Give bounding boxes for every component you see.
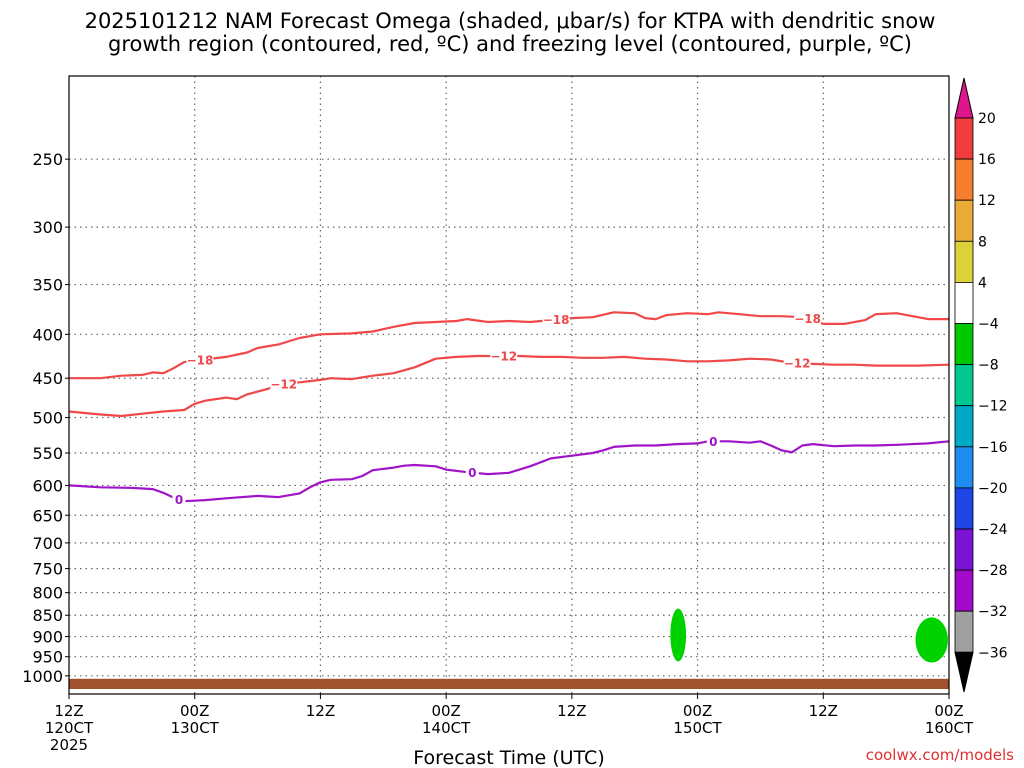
colorbar-label-9: −16 [978,440,1008,456]
contour-label-0-2: 0 [468,466,476,480]
x-tick-label-0-1: 12Z [54,702,83,720]
x-tick-label-60-1: 00Z [683,702,712,720]
x-tick-label-60-2: 150CT [673,719,722,737]
colorbar-swatch-4 [954,240,974,283]
omega-shaded-region-2 [915,617,948,663]
y-tick-label-600: 600 [32,476,63,495]
x-tick-label-12-2: 130CT [171,719,220,737]
colorbar-swatch-7 [954,364,974,407]
colorbar-label-8: −12 [978,399,1008,415]
colorbar: 20 16 12 8 4 −4 −8 −12 −16 −20 −24 −28 −32 −36 [954,77,1008,693]
y-tick-label-950: 950 [32,648,63,667]
plot-frame [68,75,950,695]
colorbar-label-6: −4 [978,317,999,333]
y-tick-label-900: 900 [32,628,63,647]
colorbar-label-10: −20 [978,481,1008,497]
y-tick-label-1000: 1000 [22,667,63,686]
chart-title-line1: 2025101212 NAM Forecast Omega (shaded, μ… [85,9,936,33]
contour-label-0-1: 0 [175,493,183,507]
contour-label-bg-0-2 [465,465,479,480]
x-axis-label: Forecast Time (UTC) [413,747,604,768]
plot-area: −18 −18 −18 −12 −12 −12 0 0 0 [68,75,950,695]
contour-label-bg--18-3 [794,311,822,326]
contour-label-0-3: 0 [709,435,717,449]
contour-label-bg-0-3 [706,434,720,449]
colorbar-label-7: −8 [978,358,999,374]
contour-label--12-3: −12 [784,357,811,371]
colorbar-label-3: 12 [978,193,996,209]
y-tick-label-300: 300 [32,218,63,237]
x-tick-label-84-1: 00Z [934,702,963,720]
y-tick-label-350: 350 [32,276,63,295]
colorbar-swatch-3 [954,199,974,242]
y-tick-label-850: 850 [32,606,63,625]
contour-label--12-1: −12 [270,378,297,392]
x-tick-label-84-2: 160CT [925,719,974,737]
contour-label--18-1: −18 [187,353,214,367]
y-tick-label-400: 400 [32,325,63,344]
colorbar-label-5: 4 [978,275,987,291]
y-axis: 250 300 350 400 450 500 550 600 650 700 750 800 850 9… [22,150,69,686]
colorbar-label-12: −28 [978,563,1008,579]
colorbar-swatch-9 [954,446,974,489]
y-tick-label-500: 500 [32,408,63,427]
y-tick-label-750: 750 [32,560,63,579]
x-tick-label-36-2: 140CT [422,719,471,737]
colorbar-swatch-2 [954,158,974,201]
plot-background [69,76,949,694]
contour-label-bg--12-2 [490,349,518,364]
colorbar-swatch-11 [954,528,974,571]
colorbar-bottom-arrow [954,651,974,693]
contour-label--18-2: −18 [543,313,570,327]
omega-shaded-region-1 [670,608,687,662]
contour-label-bg--12-3 [783,356,811,371]
x-tick-label-12-1: 00Z [180,702,209,720]
colorbar-swatch-10 [954,487,974,530]
colorbar-swatch-5 [954,281,974,324]
x-tick-label-0-2: 120CT [45,719,94,737]
colorbar-label-2: 16 [978,152,996,168]
x-tick-label-48-1: 12Z [557,702,586,720]
contour-label--12-2: −12 [490,350,517,364]
colorbar-swatch-12 [954,569,974,612]
credit-text: coolwx.com/models [866,746,1014,764]
ground-band [69,678,949,689]
colorbar-swatch-6 [954,323,974,365]
x-tick-label-0-3: 2025 [50,736,88,754]
colorbar-top-arrow [954,77,974,119]
y-tick-label-650: 650 [32,506,63,525]
y-tick-label-450: 450 [32,369,63,388]
contour-label-bg-0-1 [172,492,186,507]
colorbar-swatch-13 [954,610,974,653]
colorbar-label-4: 8 [978,234,987,250]
x-tick-label-24-1: 12Z [306,702,335,720]
colorbar-label-11: −24 [978,522,1008,538]
colorbar-swatch-1 [954,117,974,160]
y-tick-label-550: 550 [32,444,63,463]
contour-label-bg--18-1 [186,352,214,367]
x-tick-label-72-1: 12Z [809,702,838,720]
colorbar-label-14: −36 [978,645,1008,661]
contour-label-bg--18-2 [542,312,570,327]
contour-label-bg--12-1 [270,377,298,392]
y-tick-label-250: 250 [32,150,63,169]
contour-line-0 [68,440,950,503]
colorbar-swatch-8 [954,405,974,448]
colorbar-label-13: −32 [978,604,1008,620]
contour-label--18-3: −18 [794,312,821,326]
y-tick-label-700: 700 [32,534,63,553]
x-tick-label-36-1: 00Z [431,702,460,720]
y-tick-label-800: 800 [32,584,63,603]
chart-title-line2: growth region (contoured, red, ºC) and f… [108,32,912,56]
colorbar-label-1: 20 [978,111,996,127]
